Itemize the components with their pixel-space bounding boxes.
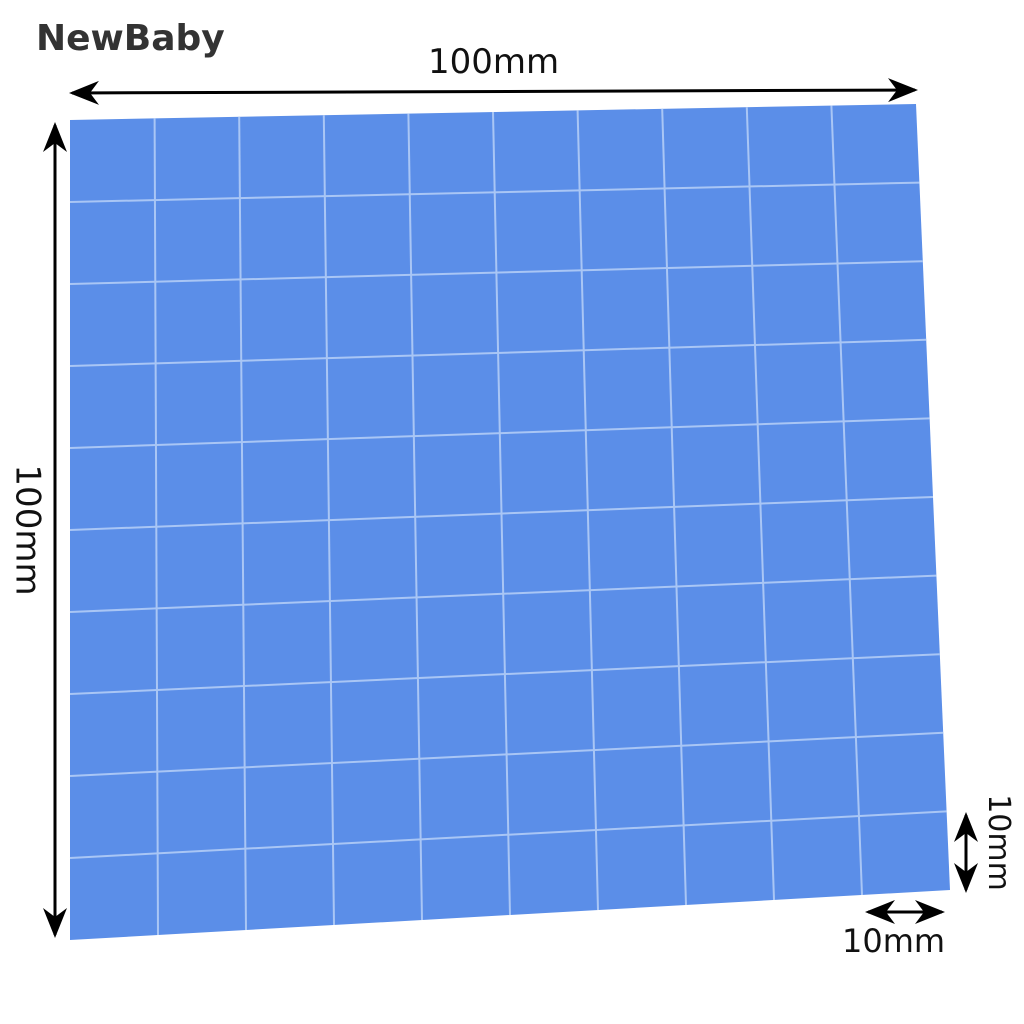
grid-row-gap xyxy=(69,574,937,613)
grid-row-gap xyxy=(69,810,947,859)
brand-logo: NewBaby xyxy=(36,18,225,59)
height-label: 100mm xyxy=(7,464,48,596)
grid-row-gap xyxy=(69,653,940,695)
width-label: 100mm xyxy=(428,42,560,82)
grid-row-gap xyxy=(69,417,930,449)
pad-sheet xyxy=(70,104,950,940)
grid-row-gap xyxy=(69,496,934,531)
grid-row-gap xyxy=(69,260,923,285)
grid-row-gap xyxy=(69,338,927,367)
grid-row-gap xyxy=(69,181,920,203)
cell-width-label: 10mm xyxy=(842,922,946,960)
grid-row-gap xyxy=(69,731,944,777)
width-arrow xyxy=(69,78,918,105)
cell-height-label: 10mm xyxy=(980,794,1016,891)
pad-grid xyxy=(69,105,947,936)
